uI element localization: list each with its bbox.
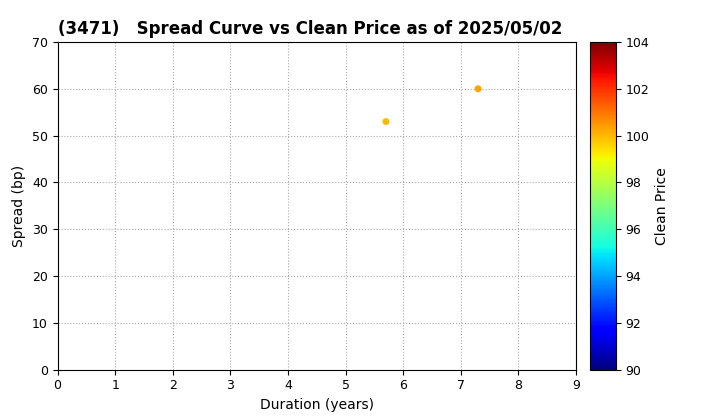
Text: (3471)   Spread Curve vs Clean Price as of 2025/05/02: (3471) Spread Curve vs Clean Price as of… [58, 20, 562, 38]
Y-axis label: Clean Price: Clean Price [654, 167, 669, 245]
Point [472, 85, 484, 92]
Point [380, 118, 392, 125]
Y-axis label: Spread (bp): Spread (bp) [12, 165, 27, 247]
X-axis label: Duration (years): Duration (years) [260, 398, 374, 412]
